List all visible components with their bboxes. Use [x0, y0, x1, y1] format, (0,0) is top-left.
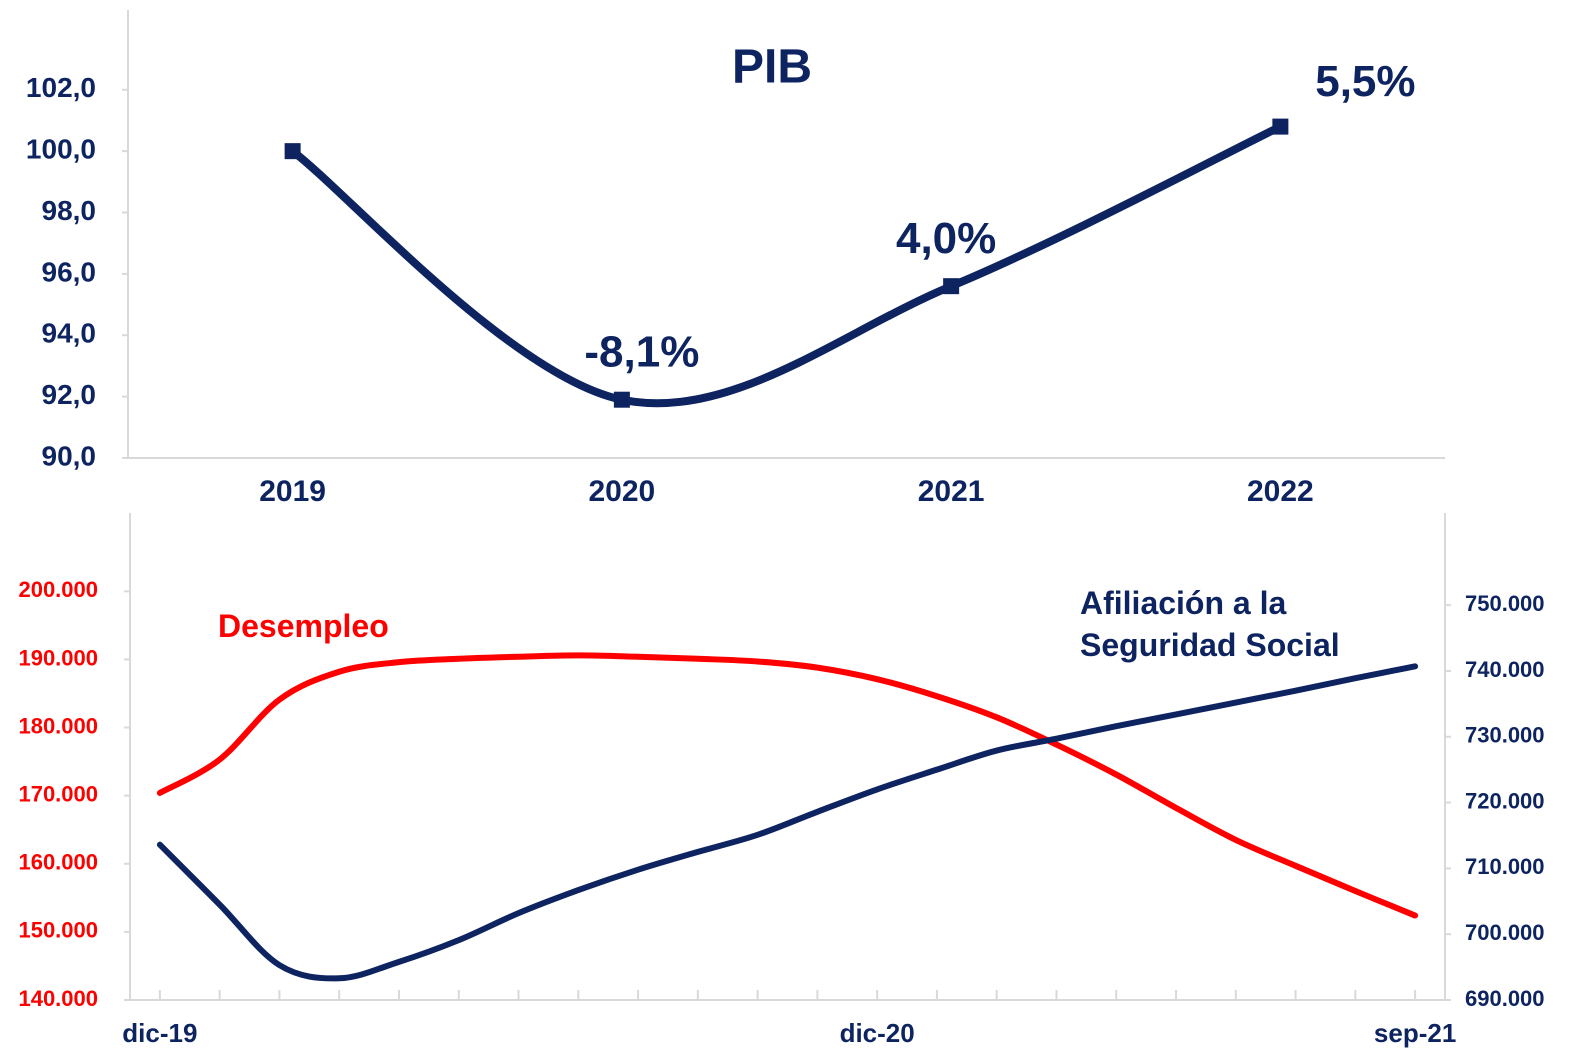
y-tick-label: 170.000: [18, 781, 98, 806]
y-tick-label: 140.000: [18, 986, 98, 1011]
y-tick-label: 96,0: [42, 256, 97, 287]
series-label: Desempleo: [218, 608, 389, 644]
x-tick-label: sep-21: [1374, 1018, 1456, 1048]
marker: [613, 391, 630, 408]
y2-tick-label: 740.000: [1465, 657, 1545, 682]
y-tick-label: 94,0: [42, 318, 97, 349]
line: [156, 652, 1419, 919]
y-tick-label: 102,0: [26, 72, 96, 103]
line: [288, 122, 1285, 408]
marker: [284, 143, 301, 160]
x-tick-label: 2022: [1247, 475, 1314, 508]
y2-tick-label: 690.000: [1465, 986, 1545, 1011]
y-tick-label: 180.000: [18, 713, 98, 738]
x-tick-label: 2020: [589, 475, 656, 508]
x-tick-label: dic-19: [122, 1018, 197, 1048]
y-tick-label: 190.000: [18, 645, 98, 670]
y2-tick-label: 710.000: [1465, 854, 1545, 879]
y-tick-label: 200.000: [18, 577, 98, 602]
annotation: 5,5%: [1315, 57, 1415, 106]
line: [156, 663, 1419, 982]
y-tick-label: 150.000: [18, 918, 98, 943]
x-tick-label: 2021: [918, 475, 985, 508]
y2-tick-label: 730.000: [1465, 723, 1545, 748]
chart-title: PIB: [732, 41, 812, 94]
y2-tick-label: 700.000: [1465, 920, 1545, 945]
y-tick-label: 100,0: [26, 134, 96, 165]
x-tick-label: dic-20: [840, 1018, 915, 1048]
marker: [943, 278, 960, 295]
y2-tick-label: 720.000: [1465, 788, 1545, 813]
y-tick-label: 160.000: [18, 850, 98, 875]
y-tick-label: 98,0: [42, 195, 97, 226]
series-label: Afiliación a la Seguridad Social: [1080, 585, 1340, 663]
y2-tick-label: 750.000: [1465, 591, 1545, 616]
x-tick-label: 2019: [259, 475, 326, 508]
annotation: 4,0%: [896, 214, 996, 263]
y-tick-label: 90,0: [42, 440, 97, 471]
y-tick-label: 92,0: [42, 379, 97, 410]
annotation: -8,1%: [584, 327, 699, 376]
marker: [1272, 118, 1289, 135]
